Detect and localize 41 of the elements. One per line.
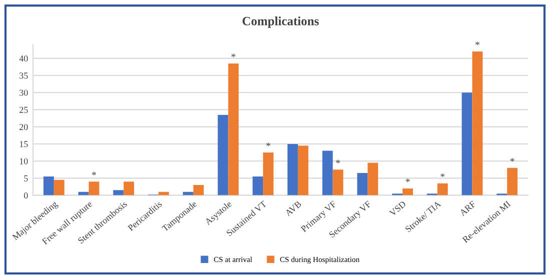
chart-title: Complications [242, 16, 319, 28]
y-tick-label: 10 [20, 158, 28, 164]
y-tick-label: 30 [20, 90, 28, 96]
annotation: * [92, 172, 96, 176]
bar [218, 114, 228, 196]
annotation: * [406, 178, 410, 182]
y-tick-label: 15 [20, 141, 28, 148]
bar [507, 168, 518, 196]
bar [437, 183, 448, 196]
bar [54, 180, 64, 196]
annotation: * [476, 42, 480, 46]
bar [462, 92, 472, 196]
bar [357, 173, 368, 196]
bar [332, 170, 344, 196]
annotation: * [336, 160, 340, 164]
bar [287, 144, 298, 196]
x-tick-label: AVB [284, 200, 302, 217]
y-tick-label: 20 [20, 124, 28, 130]
y-tick-label: 0 [24, 192, 28, 199]
bar [124, 182, 134, 196]
y-tick-label: 40 [19, 55, 28, 62]
bar [472, 51, 483, 196]
bar [402, 188, 413, 196]
annotation: * [266, 142, 270, 146]
bar [88, 182, 100, 196]
bar [228, 63, 239, 196]
bar [113, 190, 124, 196]
y-tick-label: 35 [20, 72, 28, 79]
bar [252, 176, 264, 196]
annotation: * [440, 173, 445, 178]
bar [298, 146, 308, 196]
bar [368, 162, 378, 196]
bar [43, 176, 54, 196]
y-tick-label: 25 [20, 106, 28, 113]
y-tick-label: 5 [24, 175, 28, 182]
bar [193, 185, 204, 196]
annotation: * [231, 54, 236, 58]
x-tick-label: VSD [388, 200, 406, 217]
bar [263, 152, 274, 196]
annotation: * [510, 158, 514, 162]
bar [322, 150, 333, 196]
